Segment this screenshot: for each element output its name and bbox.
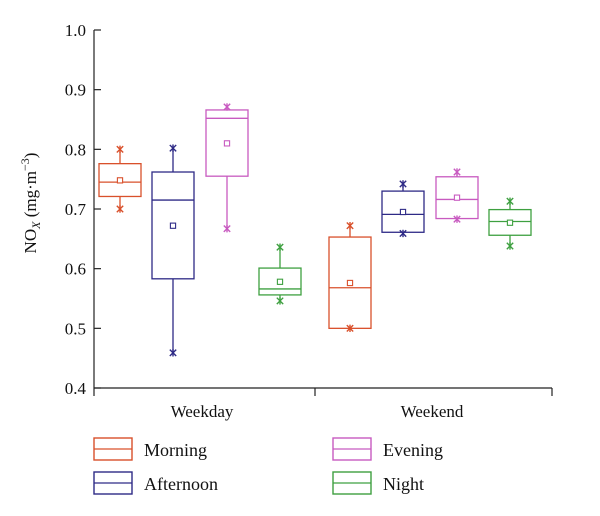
mean-marker xyxy=(506,219,514,226)
min-marker xyxy=(169,349,177,357)
max-marker xyxy=(399,180,407,188)
box-afternoon-weekday xyxy=(151,144,195,357)
y-axis-title: NOX (mg·m−3) xyxy=(18,153,43,254)
plot-area xyxy=(98,103,532,357)
min-marker xyxy=(346,324,354,333)
min-marker xyxy=(223,224,231,233)
y-tick-label: 0.6 xyxy=(65,260,86,279)
min-marker xyxy=(116,205,124,213)
box-night-weekday xyxy=(258,243,302,305)
mean-marker xyxy=(276,278,284,285)
y-tick-label: 0.7 xyxy=(65,200,87,219)
mean-marker xyxy=(223,140,231,147)
y-axis-title-superscript: −3 xyxy=(18,158,32,171)
legend: Morning Afternoon Evening Night xyxy=(93,437,443,495)
x-category-label: Weekday xyxy=(171,402,234,421)
legend-item-morning: Morning xyxy=(93,437,207,461)
legend-item-evening: Evening xyxy=(332,437,443,461)
legend-item-afternoon: Afternoon xyxy=(93,471,218,495)
y-axis: 0.4 0.5 0.6 0.7 0.8 0.9 1.0 xyxy=(65,21,101,398)
min-marker xyxy=(506,242,514,250)
y-tick-label: 0.8 xyxy=(65,140,86,159)
box-afternoon-weekend xyxy=(381,180,425,238)
min-marker xyxy=(399,229,407,238)
y-axis-title-subscript: X xyxy=(29,221,43,230)
box-evening-weekend xyxy=(435,168,479,223)
y-tick-label: 0.9 xyxy=(65,81,86,100)
mean-marker xyxy=(453,194,461,201)
y-tick-label: 1.0 xyxy=(65,21,86,40)
min-marker xyxy=(276,297,284,305)
legend-label: Night xyxy=(383,474,424,494)
y-axis-title-main: NO xyxy=(21,229,40,254)
mean-marker xyxy=(169,222,177,229)
max-marker xyxy=(223,103,231,111)
legend-item-night: Night xyxy=(332,471,424,495)
mean-marker xyxy=(116,177,124,184)
mean-marker xyxy=(399,208,407,216)
min-marker xyxy=(453,215,461,223)
y-axis-title-unit: (mg·m xyxy=(21,171,40,222)
box-morning-weekend xyxy=(328,222,372,333)
box-morning-weekday xyxy=(98,145,142,213)
max-marker xyxy=(276,243,284,251)
y-tick-label: 0.5 xyxy=(65,319,86,338)
mean-marker xyxy=(346,279,354,287)
legend-label: Morning xyxy=(144,440,207,460)
max-marker xyxy=(169,144,177,152)
box-evening-weekday xyxy=(205,103,249,233)
max-marker xyxy=(453,168,461,176)
legend-label: Afternoon xyxy=(144,474,218,494)
x-category-label: Weekend xyxy=(401,402,464,421)
max-marker xyxy=(116,145,124,154)
legend-label: Evening xyxy=(383,440,443,460)
box-night-weekend xyxy=(488,197,532,250)
y-tick-label: 0.4 xyxy=(65,379,87,398)
max-marker xyxy=(506,197,514,205)
max-marker xyxy=(346,222,354,230)
y-axis-title-close: ) xyxy=(21,153,40,159)
x-axis: Weekday Weekend xyxy=(93,387,553,421)
